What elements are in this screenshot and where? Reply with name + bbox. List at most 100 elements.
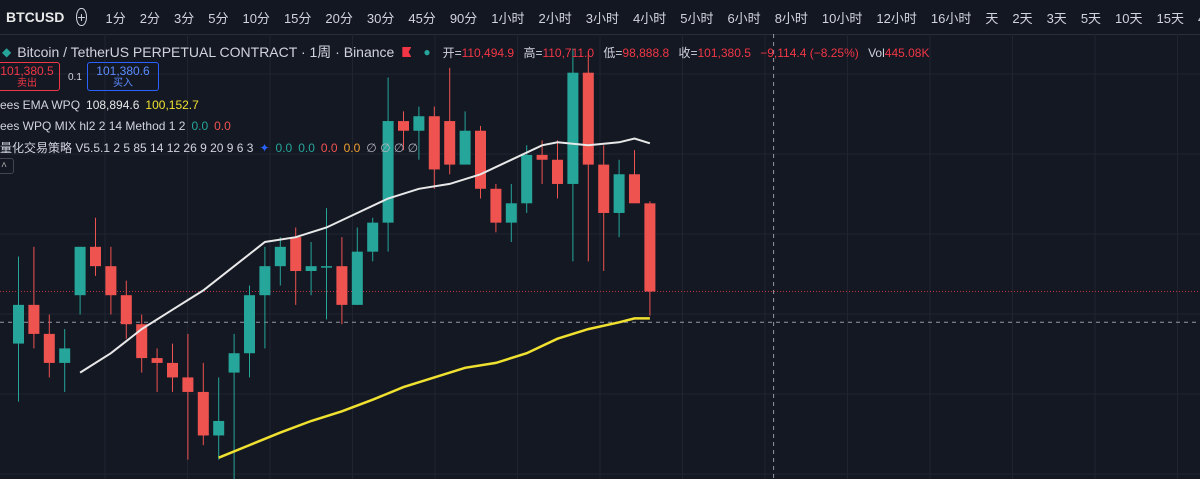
candle-body [290, 237, 302, 272]
timeframe-10[interactable]: 1小时 [491, 10, 525, 26]
timeframe-22[interactable]: 3天 [1046, 10, 1067, 26]
flag-icon[interactable] [402, 47, 412, 57]
candle-body [428, 116, 440, 170]
sell-label: 卖出 [17, 78, 37, 89]
volume-label: Vol [868, 45, 885, 60]
high-value: 110,711.0 [542, 45, 595, 60]
timeframe-5[interactable]: 15分 [283, 10, 312, 26]
candle-body [213, 420, 225, 436]
close-label: 收= [678, 45, 698, 60]
strategy-value-4: 0.0 [343, 140, 361, 155]
mix-value-2: 0.0 [214, 119, 231, 133]
timeframe-8[interactable]: 45分 [408, 10, 436, 26]
timeframe-16[interactable]: 8小时 [774, 10, 808, 26]
ema-slow-line [218, 317, 650, 459]
candle-body [228, 353, 240, 373]
candle-body [382, 121, 394, 223]
candle-body [59, 348, 71, 363]
candle-body [74, 246, 86, 296]
timeframe-19[interactable]: 16小时 [930, 10, 972, 26]
sell-price: 101,380.5 [0, 64, 54, 78]
low-value: 98,888.8 [622, 45, 670, 60]
volume-value: 445.08K [884, 45, 930, 60]
candle-body [567, 72, 579, 184]
candle-body [598, 164, 610, 213]
candle-body [552, 159, 563, 184]
timeframe-13[interactable]: 4小时 [632, 10, 667, 26]
ema-indicator-name: ees EMA WPQ [0, 98, 81, 112]
spread-value: 0.1 [68, 72, 82, 83]
indicator-strategy-row[interactable]: 量化交易策略 V5.5.1 2 5 85 14 12 26 9 20 9 6 3… [0, 139, 418, 156]
strategy-empty-values: ∅ ∅ ∅ ∅ [366, 140, 419, 155]
candle-body [120, 295, 132, 325]
candle-body [505, 203, 517, 223]
ema-fast-value: 108,894.6 [86, 98, 140, 112]
candle-body [136, 324, 148, 359]
low-label: 低= [603, 45, 623, 60]
candle-body [13, 304, 24, 344]
candle-body [582, 72, 594, 165]
candle-body [321, 266, 332, 268]
candle-body [521, 154, 533, 204]
sell-button[interactable]: 101,380.5 卖出 [0, 62, 60, 91]
timeframe-0[interactable]: 1分 [105, 10, 126, 26]
timeframe-11[interactable]: 2小时 [538, 10, 572, 26]
candlestick-chart[interactable] [0, 34, 1200, 479]
legend-title: Bitcoin / TetherUS PERPETUAL CONTRACT · … [17, 44, 395, 60]
timeframe-24[interactable]: 10天 [1115, 10, 1143, 26]
timeframe-26[interactable]: 45天 [1193, 5, 1200, 30]
timeframe-14[interactable]: 5小时 [680, 10, 714, 26]
timeframe-9[interactable]: 90分 [449, 10, 478, 26]
candle-body [336, 266, 348, 305]
timeframe-6[interactable]: 20分 [325, 10, 353, 26]
strategy-indicator-name: 量化交易策略 V5.5.1 2 5 85 14 12 26 9 20 9 6 3 [0, 141, 254, 155]
timeframe-1[interactable]: 2分 [139, 10, 160, 26]
timeframe-12[interactable]: 3小时 [585, 10, 619, 26]
timeframe-20[interactable]: 天 [985, 10, 999, 26]
plus-circle-icon[interactable]: + [76, 8, 87, 26]
timeframe-23[interactable]: 5天 [1080, 10, 1102, 26]
buy-price: 101,380.6 [96, 64, 150, 78]
open-label: 开= [442, 45, 462, 60]
candle-body [151, 358, 163, 363]
timeframe-list: 1分 2分 3分 5分 10分 15分 20分 30分 45分 90分 1小时 2小时 3小时 4小时 5小… [101, 5, 1200, 30]
buy-button[interactable]: 101,380.6 买入 [87, 62, 159, 91]
timeframe-25[interactable]: 15天 [1156, 10, 1184, 26]
timeframe-3[interactable]: 5分 [208, 10, 229, 26]
candle-body [167, 362, 178, 378]
high-label: 高= [523, 45, 543, 60]
candle-body [259, 266, 271, 296]
strategy-value-3: 0.0 [320, 140, 338, 155]
candle-body [629, 174, 640, 204]
mix-indicator-name: ees WPQ MIX hl2 2 14 Method 1 2 [0, 119, 186, 133]
indicator-ema-row[interactable]: ees EMA WPQ 108,894.6 100,152.7 [0, 98, 199, 112]
candle-body [105, 266, 117, 296]
timeframe-17[interactable]: 10小时 [821, 10, 863, 26]
close-value: 101,380.5 [697, 45, 751, 60]
candle-body [305, 266, 317, 272]
timeframe-15[interactable]: 6小时 [727, 10, 761, 26]
timeframe-18[interactable]: 12小时 [876, 10, 917, 26]
strategy-value-1: 0.0 [275, 140, 293, 155]
symbol-button[interactable]: BTCUSD [6, 9, 65, 25]
ema-slow-value: 100,152.7 [145, 98, 199, 112]
settings-sparkle-icon[interactable]: ✦ [259, 140, 270, 155]
candle-body [490, 188, 502, 223]
open-value: 110,494.9 [461, 45, 515, 60]
timeframe-4[interactable]: 10分 [242, 10, 270, 26]
change-value: −9,114.4 (−8.25%) [760, 45, 859, 60]
timeframe-7[interactable]: 30分 [366, 10, 395, 26]
candle-body [444, 121, 456, 165]
timeframe-21[interactable]: 2天 [1012, 10, 1033, 26]
candle-body [398, 121, 409, 131]
chart-area[interactable] [0, 34, 1200, 479]
candle-body [536, 154, 548, 160]
candle-body [644, 203, 656, 292]
collapse-legend-button[interactable]: ˄ [0, 158, 14, 174]
buy-label: 买入 [113, 78, 133, 89]
drag-handle-icon[interactable]: ◆ [2, 45, 12, 59]
timeframe-toolbar: BTCUSD + 1分 2分 3分 5分 10分 15分 20分 30分 45分 90分 1小时 2小… [0, 0, 1200, 35]
indicator-mix-row[interactable]: ees WPQ MIX hl2 2 14 Method 1 2 0.0 0.0 [0, 119, 231, 133]
ema-fast-line [79, 137, 651, 374]
timeframe-2[interactable]: 3分 [174, 10, 195, 26]
